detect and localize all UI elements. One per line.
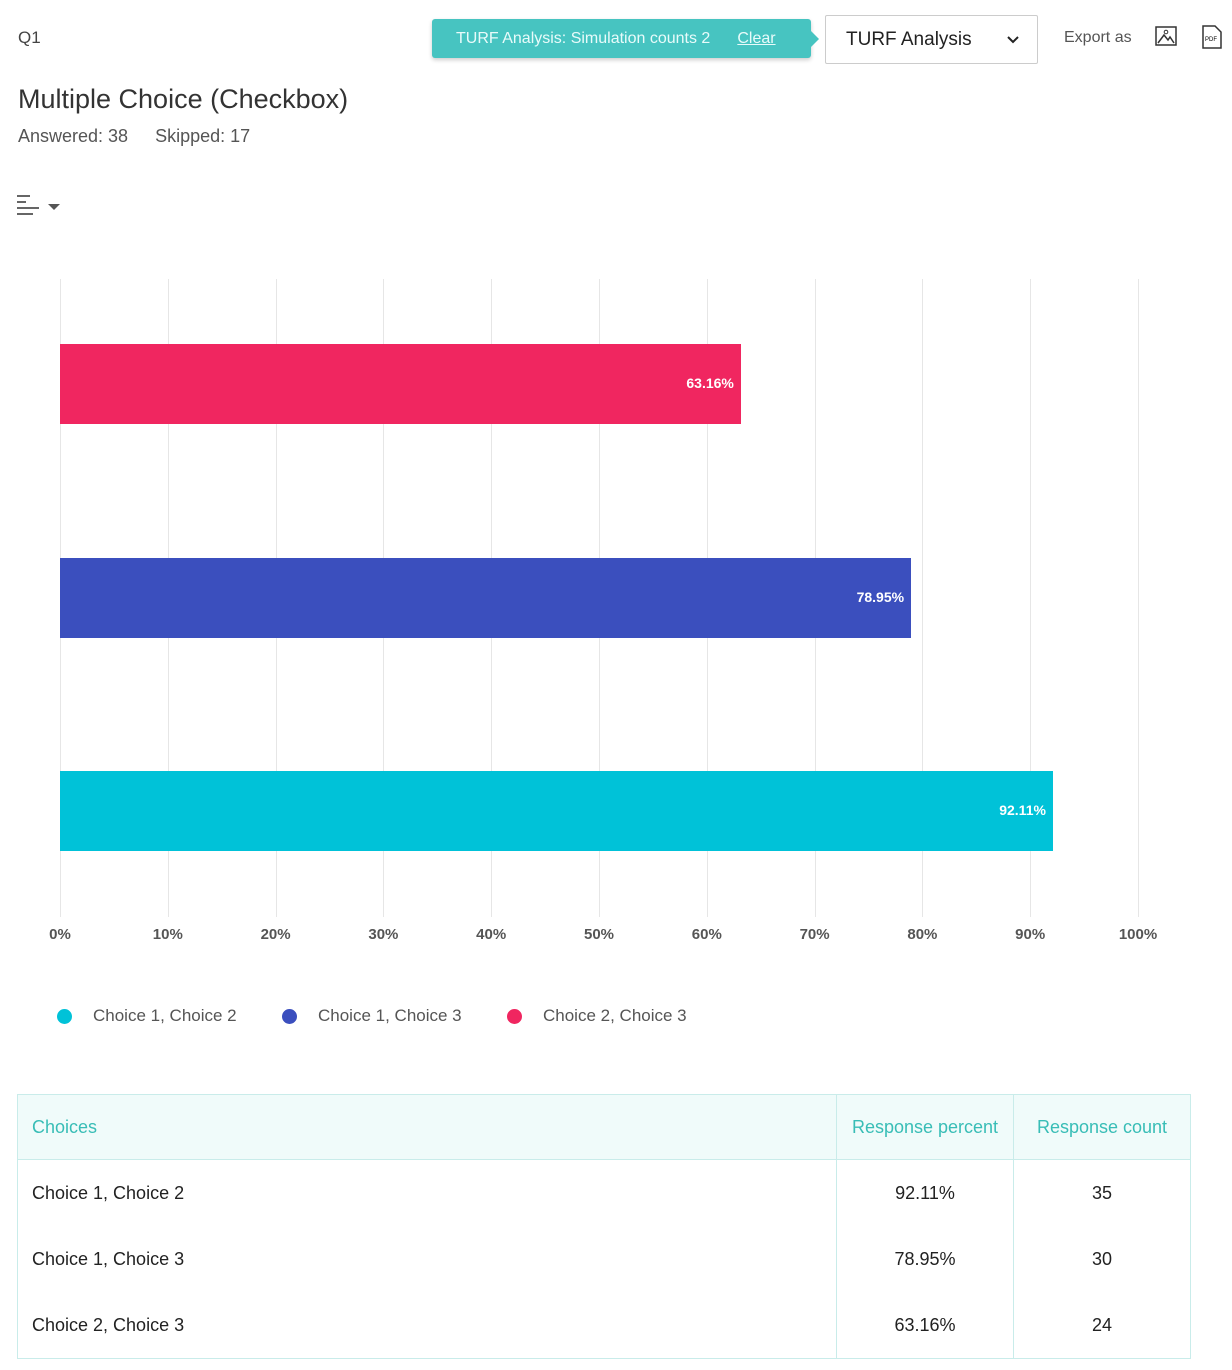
table-row: Choice 2, Choice 3 63.16% 24 xyxy=(17,1292,1191,1359)
clear-link[interactable]: Clear xyxy=(737,29,776,47)
question-number: Q1 xyxy=(18,28,41,47)
x-tick-label: 0% xyxy=(49,926,71,943)
legend-label: Choice 2, Choice 3 xyxy=(543,1006,687,1025)
gridline xyxy=(1138,279,1139,917)
choice-cell: Choice 1, Choice 3 xyxy=(17,1226,837,1292)
percent-cell: 92.11% xyxy=(836,1159,1014,1226)
choices-table: Choices Response percent Response count … xyxy=(17,1094,1191,1359)
col-header-count: Response count xyxy=(1013,1094,1191,1160)
x-tick-label: 100% xyxy=(1118,926,1158,943)
x-tick-label: 90% xyxy=(1015,926,1046,943)
data-label: 63.16% xyxy=(686,375,734,391)
x-tick-label: 30% xyxy=(368,926,399,943)
gridline xyxy=(1030,279,1032,917)
table-row: Choice 1, Choice 3 78.95% 30 xyxy=(17,1226,1191,1292)
turf-banner: TURF Analysis: Simulation counts 2 Clear xyxy=(432,19,819,58)
count-cell: 35 xyxy=(1013,1159,1191,1226)
legend-label: Choice 1, Choice 3 xyxy=(318,1006,462,1025)
x-tick-label: 50% xyxy=(583,926,615,943)
col-header-percent: Response percent xyxy=(836,1094,1014,1160)
count-cell: 24 xyxy=(1013,1292,1191,1359)
bar: 78.95% xyxy=(60,558,912,638)
analysis-select-value: TURF Analysis xyxy=(846,28,972,50)
legend-dot-icon xyxy=(282,1008,297,1024)
percent-cell: 63.16% xyxy=(836,1292,1014,1359)
data-label: 78.95% xyxy=(856,589,905,605)
x-tick-label: 60% xyxy=(691,926,722,943)
bar: 63.16% xyxy=(60,344,741,424)
data-label: 92.11% xyxy=(999,802,1046,818)
skipped-count: Skipped: 17 xyxy=(155,126,251,146)
legend-dot-icon xyxy=(57,1008,72,1024)
analysis-select[interactable]: TURF Analysis xyxy=(825,15,1038,64)
legend-label: Choice 1, Choice 2 xyxy=(93,1006,237,1025)
percent-cell: 78.95% xyxy=(836,1226,1014,1292)
col-header-choices: Choices xyxy=(17,1094,837,1160)
count-cell: 30 xyxy=(1013,1226,1191,1292)
export-label: Export as xyxy=(1064,29,1132,46)
legend-dot-icon xyxy=(507,1008,522,1024)
pdf-icon[interactable]: PDF xyxy=(1202,25,1222,49)
x-tick-label: 40% xyxy=(476,926,507,943)
svg-text:PDF: PDF xyxy=(1205,37,1217,43)
sort-icon[interactable] xyxy=(17,194,63,216)
legend-item: Choice 1, Choice 3 xyxy=(282,1006,462,1026)
choice-cell: Choice 2, Choice 3 xyxy=(17,1292,837,1359)
bar: 92.11% xyxy=(60,771,1053,851)
table-row: Choice 1, Choice 2 92.11% 35 xyxy=(17,1159,1191,1226)
choice-cell: Choice 1, Choice 2 xyxy=(17,1159,837,1226)
image-icon[interactable] xyxy=(1155,26,1177,46)
banner-text: TURF Analysis: Simulation counts 2 xyxy=(456,29,711,47)
legend-item: Choice 1, Choice 2 xyxy=(57,1006,237,1026)
chevron-down-icon xyxy=(1007,35,1019,43)
response-stats: Answered: 38 Skipped: 17 xyxy=(18,126,272,147)
answered-count: Answered: 38 xyxy=(18,126,129,146)
gridline xyxy=(922,279,924,917)
x-tick-label: 70% xyxy=(799,926,830,943)
legend-item: Choice 2, Choice 3 xyxy=(507,1006,687,1026)
x-tick-label: 10% xyxy=(152,926,183,943)
x-tick-label: 20% xyxy=(260,926,291,943)
question-title: Multiple Choice (Checkbox) xyxy=(18,84,349,114)
x-tick-label: 80% xyxy=(907,926,938,943)
